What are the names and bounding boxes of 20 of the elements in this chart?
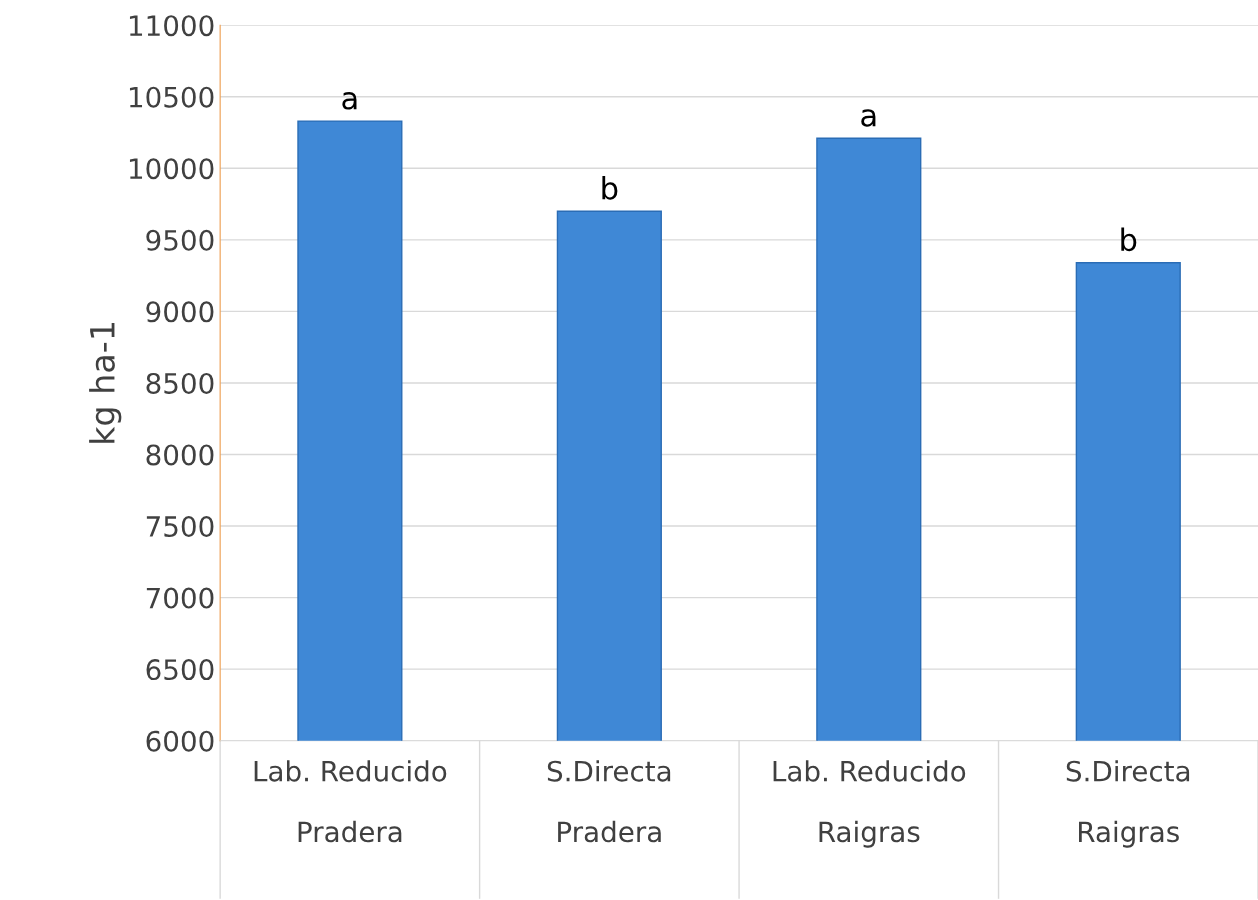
y-axis-title: kg ha-1 <box>89 323 122 443</box>
y-tick-label: 6500 <box>146 659 214 681</box>
category-label: Lab. Reducido Pradera <box>254 760 447 843</box>
y-tick-label: 8000 <box>146 444 214 466</box>
y-tick-label: 7500 <box>146 515 214 537</box>
category-label: S.Directa Raigras <box>1066 760 1190 848</box>
y-tick-label: 10500 <box>129 86 214 108</box>
category-label: Lab. Reducido Raigras <box>773 760 966 848</box>
annotation: b <box>602 176 618 200</box>
annotation: a <box>861 109 876 127</box>
annotation: b <box>1121 227 1137 252</box>
y-tick-label: 7000 <box>146 587 214 609</box>
y-tick-label: 6000 <box>146 730 214 752</box>
y-tick-label: 9500 <box>146 229 214 251</box>
y-tick-label: 9000 <box>146 301 214 323</box>
y-tick-label: 8500 <box>146 372 214 394</box>
y-tick-label: 11000 <box>129 15 214 37</box>
category-label: S.Directa Pradera <box>547 760 671 843</box>
annotation: a <box>342 92 357 110</box>
y-tick-label: 10000 <box>129 158 214 180</box>
